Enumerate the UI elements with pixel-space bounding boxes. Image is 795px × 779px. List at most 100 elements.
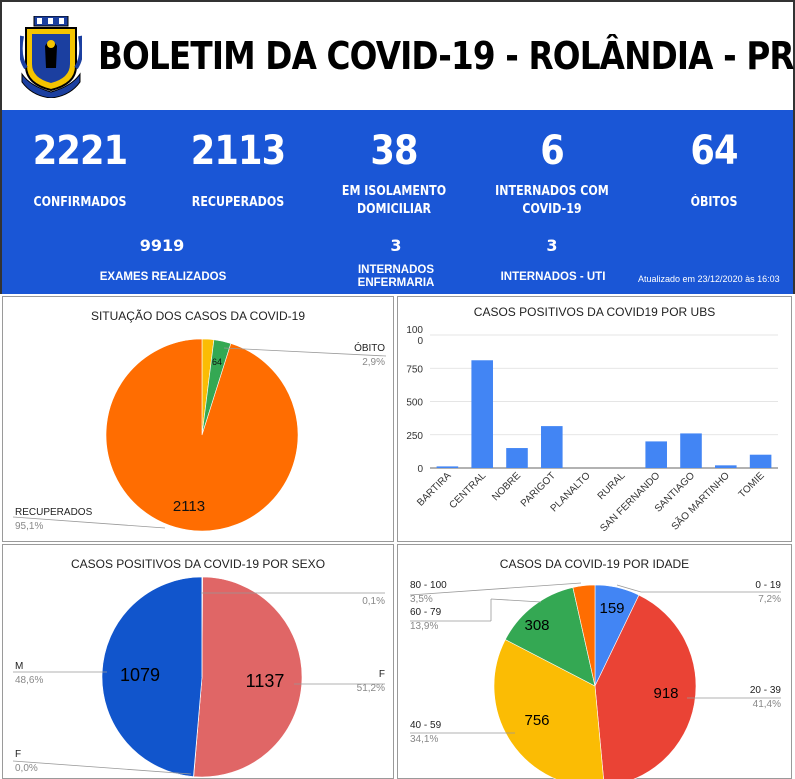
ubs-bar-bartira — [436, 466, 459, 468]
enfermaria-value: 3 — [390, 236, 402, 255]
situacao-panel: SITUAÇÃO DOS CASOS DA COVID-19 ÓBITO 2,9… — [2, 296, 394, 542]
confirmados-value: 2221 — [32, 128, 128, 174]
situacao-recuperados-slice — [105, 338, 299, 532]
recuperados-label: RECUPERADOS — [191, 195, 285, 210]
sexo-title: CASOS POSITIVOS DA COVID-19 POR SEXO — [70, 557, 326, 571]
age-40-59-legend-pct: 34,1% — [410, 734, 438, 745]
yellow-legend-pct: 0,1% — [362, 596, 385, 607]
recuperados-stat: 2113 — [178, 128, 298, 174]
internados-stat: 6 — [492, 128, 612, 174]
f-legend-label: F — [379, 669, 385, 680]
f-legend-pct: 51,2% — [357, 683, 385, 694]
ubs-ytick-label: 250 — [406, 431, 423, 442]
exames-value: 9919 — [139, 236, 185, 255]
ubs-bar-san-fernando — [645, 441, 667, 468]
ubs-xtick-label: TOMIE — [737, 470, 767, 500]
obitos-label: ÓBITOS — [690, 195, 738, 210]
recuperados-legend-pct: 95,1% — [15, 521, 43, 532]
f-small-legend-label: F — [15, 749, 21, 760]
ubs-ytick-label: 0 — [417, 464, 423, 475]
sexo-pie-chart: 0,1% M 48,6% F 51,2% F 0,0% 1079 1137 — [12, 576, 385, 778]
m-legend-pct: 48,6% — [15, 675, 43, 686]
page-title: BOLETIM DA COVID-19 - ROLÂNDIA - PR — [98, 34, 795, 78]
recuperados-legend-label: RECUPERADOS — [15, 507, 93, 518]
idade-panel: CASOS DA COVID-19 POR IDADE 80 - 100 3,5… — [397, 544, 792, 779]
isolamento-label-line2: DOMICILIAR — [356, 202, 432, 217]
recuperados-leader-line — [12, 516, 166, 529]
updated-timestamp: Atualizado em 23/12/2020 às 16:03 — [638, 274, 780, 284]
idade-slice-1 — [594, 594, 697, 779]
age-0-19-leader-line-a — [616, 584, 642, 593]
situacao-pie-chart: ÓBITO 2,9% RECUPERADOS 95,1% 2113 64 — [12, 338, 387, 532]
ubs-ytick-label: 100 0 — [406, 325, 423, 347]
idade-slice-4 — [572, 584, 596, 687]
sexo-slice-2 — [101, 576, 203, 777]
ubs-bar-nobre — [506, 448, 528, 468]
exames-label: EXAMES REALIZADOS — [99, 271, 227, 283]
isolamento-value: 38 — [370, 128, 418, 174]
uti-label: INTERNADOS - UTI — [500, 271, 606, 283]
ubs-xtick-label: NOBRE — [490, 470, 523, 503]
age-20-39-legend-label: 20 - 39 — [750, 685, 782, 696]
obito-data-label: 64 — [212, 357, 222, 367]
ubs-xtick-label: SAN FERNANDO — [598, 470, 662, 534]
isolamento-stat: 38 — [334, 128, 454, 174]
age-0-19-legend-pct: 7,2% — [758, 594, 781, 605]
ubs-bar-central — [471, 360, 493, 468]
m-data-label: 1079 — [120, 665, 160, 685]
age-80-100-leader-line — [409, 582, 582, 596]
internados-label-line2: COVID-19 — [522, 202, 582, 217]
ubs-ytick-label: 500 — [406, 398, 423, 409]
obitos-value: 64 — [690, 128, 738, 174]
idade-pie-chart: 80 - 100 3,5% 60 - 79 13,9% 0 - 19 7,2% … — [409, 580, 782, 779]
ubs-bar-santiago — [680, 433, 702, 468]
stats-band: 2221 CONFIRMADOS 2113 RECUPERADOS 38 EM … — [0, 110, 795, 294]
coat-of-arms-icon — [20, 16, 82, 98]
ubs-panel: CASOS POSITIVOS DA COVID19 POR UBS 0 250 5… — [397, 296, 792, 542]
f-data-label: 1137 — [246, 671, 285, 691]
confirmados-stat: 2221 — [20, 128, 140, 174]
internados-label: INTERNADOS COM COVID-19 — [488, 183, 616, 219]
situacao-title: SITUAÇÃO DOS CASOS DA COVID-19 — [90, 309, 306, 323]
internados-label-line1: INTERNADOS COM — [495, 184, 609, 199]
idade-title: CASOS DA COVID-19 POR IDADE — [499, 557, 690, 571]
enfermaria-label-line1: INTERNADOS — [357, 264, 435, 276]
ubs-bar-tomie — [749, 454, 772, 468]
header: BOLETIM DA COVID-19 - ROLÂNDIA - PR — [0, 0, 795, 110]
sexo-slice-0 — [193, 576, 303, 778]
age-20-39-legend-pct: 41,4% — [753, 699, 781, 710]
f-small-legend-pct: 0,0% — [15, 763, 38, 774]
ubs-xtick-label: CENTRAL — [448, 470, 489, 511]
isolamento-label: EM ISOLAMENTO DOMICILIAR — [335, 183, 454, 219]
age-60-79-data-label: 308 — [524, 617, 549, 634]
age-0-19-legend-label: 0 - 19 — [755, 580, 781, 591]
age-40-59-legend-label: 40 - 59 — [410, 720, 442, 731]
uti-value: 3 — [546, 236, 558, 255]
f-small-leader-line — [12, 760, 192, 775]
m-legend-label: M — [15, 661, 23, 672]
obito-legend-label: ÓBITO — [354, 341, 385, 354]
obito-legend-pct: 2,9% — [362, 357, 385, 368]
age-80-100-legend-label: 80 - 100 — [410, 580, 447, 591]
confirmados-label: CONFIRMADOS — [33, 195, 127, 210]
idade-slice-2 — [493, 639, 604, 779]
age-60-79-legend-label: 60 - 79 — [410, 607, 442, 618]
ubs-xtick-label: RURAL — [596, 470, 628, 502]
age-40-59-data-label: 756 — [524, 712, 549, 729]
internados-value: 6 — [540, 128, 565, 174]
sexo-panel: CASOS POSITIVOS DA COVID-19 POR SEXO 0,1… — [2, 544, 394, 779]
enfermaria-label: INTERNADOS ENFERMARIA — [326, 264, 466, 290]
obitos-stat: 64 — [654, 128, 774, 174]
ubs-bar-são-martinho — [715, 465, 737, 468]
idade-slice-3 — [504, 587, 596, 687]
obito-leader-line — [223, 347, 387, 357]
ubs-bar-parigot — [541, 426, 563, 468]
ubs-xtick-label: SÃO MARTINHO — [668, 469, 732, 533]
age-0-19-data-label: 159 — [599, 600, 624, 617]
sexo-slice-3 — [201, 576, 203, 678]
ubs-ytick-label: 750 — [406, 364, 423, 375]
ubs-title: CASOS POSITIVOS DA COVID19 POR UBS — [473, 305, 716, 319]
age-60-79-leader-line-c — [490, 598, 542, 603]
age-60-79-legend-pct: 13,9% — [410, 621, 438, 632]
